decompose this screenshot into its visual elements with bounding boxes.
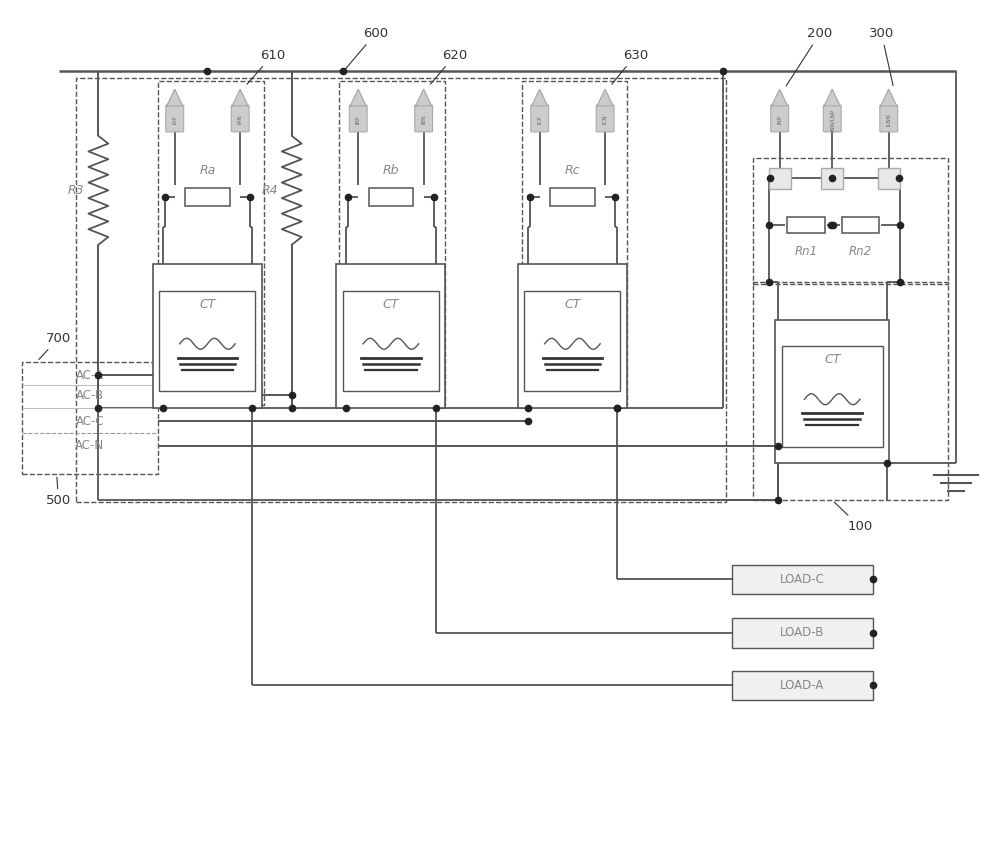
Text: CT: CT: [824, 353, 840, 366]
Bar: [732, 565, 873, 594]
Text: 200: 200: [786, 27, 833, 86]
Text: IAP: IAP: [172, 115, 177, 124]
FancyBboxPatch shape: [231, 105, 249, 132]
FancyBboxPatch shape: [596, 105, 614, 132]
FancyBboxPatch shape: [166, 105, 184, 132]
Bar: [821, 168, 843, 190]
Text: CT: CT: [199, 298, 216, 311]
FancyBboxPatch shape: [415, 105, 433, 132]
Text: 610: 610: [247, 49, 285, 84]
Text: ICN: ICN: [603, 115, 608, 125]
Bar: [769, 168, 791, 190]
Text: Rb: Rb: [383, 164, 399, 177]
Text: R3: R3: [68, 184, 84, 196]
Polygon shape: [597, 89, 613, 106]
FancyBboxPatch shape: [880, 105, 898, 132]
Polygon shape: [881, 89, 897, 106]
Text: R4: R4: [261, 184, 278, 196]
Text: LOAD-A: LOAD-A: [780, 679, 825, 692]
Bar: [732, 618, 873, 647]
Text: 600: 600: [345, 27, 388, 69]
Bar: [775, 319, 889, 463]
Text: LOAD-C: LOAD-C: [780, 573, 825, 586]
Bar: [343, 291, 439, 391]
Text: 500: 500: [46, 477, 71, 507]
Bar: [522, 82, 627, 405]
Text: Rc: Rc: [565, 164, 580, 177]
Text: CT: CT: [383, 298, 399, 311]
Bar: [524, 291, 620, 391]
Polygon shape: [772, 89, 788, 106]
Bar: [732, 670, 873, 701]
Text: ILNN: ILNN: [886, 113, 891, 126]
FancyBboxPatch shape: [349, 105, 367, 132]
Text: AC-A: AC-A: [76, 369, 104, 382]
Polygon shape: [532, 89, 548, 106]
Bar: [518, 264, 627, 408]
FancyBboxPatch shape: [771, 105, 789, 132]
Bar: [22, 362, 158, 475]
Text: ICP: ICP: [537, 115, 542, 124]
Text: AC-C: AC-C: [76, 415, 104, 427]
Text: AC-B: AC-B: [76, 389, 104, 402]
Bar: [753, 158, 948, 284]
Text: IAN: IAN: [238, 115, 243, 125]
Bar: [782, 346, 883, 447]
Text: Rn2: Rn2: [849, 244, 872, 258]
Bar: [159, 291, 255, 391]
FancyBboxPatch shape: [531, 105, 549, 132]
Text: AC-N: AC-N: [75, 439, 105, 452]
Bar: [842, 217, 879, 234]
Bar: [153, 264, 262, 408]
Text: 630: 630: [612, 49, 648, 84]
Bar: [787, 217, 825, 234]
Bar: [76, 78, 726, 502]
Polygon shape: [824, 89, 840, 106]
Text: CT: CT: [564, 298, 581, 311]
Bar: [158, 82, 264, 405]
Polygon shape: [232, 89, 248, 106]
Text: 620: 620: [430, 49, 468, 84]
Polygon shape: [350, 89, 366, 106]
Text: 700: 700: [39, 332, 71, 360]
Bar: [550, 188, 595, 207]
Bar: [339, 82, 445, 405]
Text: 100: 100: [834, 502, 872, 533]
FancyBboxPatch shape: [823, 105, 841, 132]
Text: IBP: IBP: [356, 115, 361, 124]
Bar: [878, 168, 900, 190]
Polygon shape: [167, 89, 183, 106]
Text: LOAD-B: LOAD-B: [780, 626, 825, 639]
Text: Rn1: Rn1: [794, 244, 817, 258]
Text: 300: 300: [869, 27, 894, 86]
Text: INN/LNP: INN/LNP: [830, 109, 835, 131]
Bar: [336, 264, 445, 408]
Polygon shape: [416, 89, 432, 106]
Text: INP: INP: [777, 115, 782, 124]
Bar: [753, 282, 948, 500]
Text: IBN: IBN: [421, 115, 426, 125]
Text: Ra: Ra: [199, 164, 216, 177]
Bar: [185, 188, 230, 207]
Bar: [369, 188, 413, 207]
